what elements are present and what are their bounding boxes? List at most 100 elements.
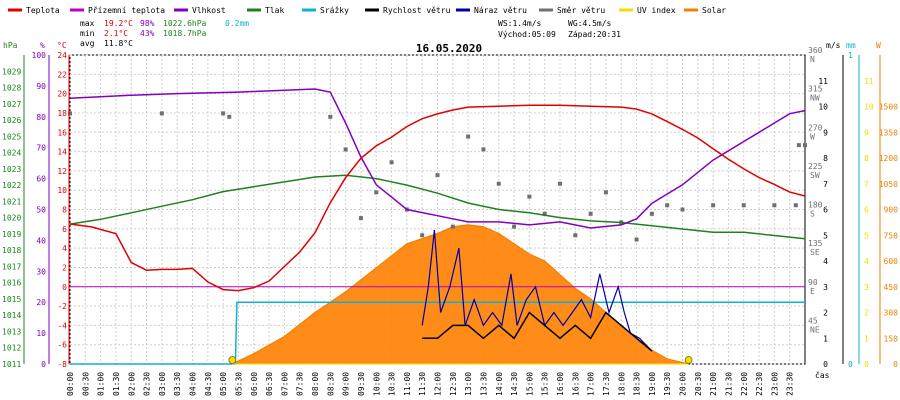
pressure-tick-label: 1028 — [2, 84, 21, 93]
solar-tick-label: 0 — [893, 360, 898, 369]
stat-min-press: 1018.7hPa — [163, 29, 207, 38]
pressure-tick-label: 1024 — [2, 149, 21, 158]
pressure-tick-label: 1027 — [2, 100, 21, 109]
solar-tick-label: 900 — [884, 206, 899, 215]
pressure-tick-label: 1021 — [2, 197, 21, 206]
wind-speed-tick-label: 2 — [823, 309, 828, 318]
time-tick-label: 18:30 — [633, 372, 642, 396]
uv-tick-label: 7 — [864, 180, 869, 189]
sunset-marker — [684, 356, 693, 364]
time-tick-label: 19:30 — [663, 372, 672, 396]
wind-dir-tick-label: 315 — [808, 85, 823, 94]
time-tick-label: 22:00 — [740, 372, 749, 396]
time-tick-label: 02:30 — [143, 372, 152, 396]
temp-tick-label: 16 — [57, 128, 67, 137]
time-tick-label: 13:00 — [464, 372, 473, 396]
humidity-tick-label: 70 — [36, 144, 46, 153]
wind-direction-point — [221, 111, 226, 116]
stat-min-hum: 43% — [140, 29, 155, 38]
x-axis-unit: čas — [815, 370, 830, 380]
wind-direction-point — [603, 190, 608, 195]
stat-max-temp: 19.2°C — [104, 19, 133, 28]
wind-direction-point — [328, 114, 333, 119]
time-tick-label: 20:00 — [679, 372, 688, 396]
stat-avg-temp: 11.8°C — [104, 39, 133, 48]
humidity-line — [69, 88, 806, 229]
time-tick-label: 18:00 — [617, 372, 626, 396]
pressure-tick-label: 1016 — [2, 279, 21, 288]
temp-tick-label: 4 — [62, 244, 67, 253]
stat-min-temp: 2.1°C — [104, 29, 128, 38]
pressure-tick-label: 1017 — [2, 262, 21, 271]
wind-direction-point — [573, 233, 578, 238]
wind-direction-point — [796, 143, 801, 148]
time-tick-label: 05:00 — [219, 372, 228, 396]
rain-line — [70, 301, 805, 365]
time-tick-label: 02:00 — [127, 372, 136, 396]
wind-dir-compass-label: SE — [810, 248, 820, 257]
humidity-tick-label: 20 — [36, 298, 46, 307]
solar-tick-label: 300 — [884, 309, 899, 318]
wind-direction-point — [496, 181, 501, 186]
wind-dir-tick-label: 360 — [808, 46, 823, 55]
humidity-tick-label: 10 — [36, 329, 46, 338]
uv-tick-label: 10 — [864, 103, 874, 112]
pressure-tick-label: 1013 — [2, 327, 21, 336]
wind-speed-tick-label: 6 — [823, 206, 828, 215]
temperature-unit: °C — [57, 41, 67, 50]
chart-axes: -8-6-4-202468101214161820222401020304050… — [2, 41, 898, 396]
time-tick-label: 22:30 — [755, 372, 764, 396]
time-tick-label: 09:30 — [357, 372, 366, 396]
temp-tick-label: 14 — [57, 148, 67, 157]
wind-direction-point — [68, 111, 72, 116]
solar-tick-label: 1200 — [879, 154, 898, 163]
humidity-unit: % — [40, 41, 45, 50]
humidity-tick-label: 30 — [36, 267, 46, 276]
time-tick-label: 07:00 — [280, 372, 289, 396]
legend-label: Směr větru — [557, 6, 605, 15]
legend-label: Srážky — [320, 6, 349, 15]
pressure-unit: hPa — [3, 41, 18, 50]
wind-direction-point — [634, 237, 639, 242]
series-lines — [68, 88, 807, 365]
pressure-tick-label: 1015 — [2, 295, 21, 304]
uv-tick-label: 11 — [864, 77, 874, 86]
wind-speed-tick-label: 9 — [823, 128, 828, 137]
pressure-tick-label: 1020 — [2, 214, 21, 223]
legend-label: Teplota — [26, 6, 60, 15]
wind-direction-point — [711, 203, 716, 208]
solar-tick-label: 150 — [884, 334, 899, 343]
wind-speed-tick-label: 1 — [823, 334, 828, 343]
time-tick-label: 14:00 — [495, 372, 504, 396]
chart-info: max 19.2°C 98% 1022.6hPa 0.2mm min 2.1°C… — [80, 19, 830, 380]
temperature-line — [69, 104, 806, 292]
wind-speed-avg: WS:1.4m/s — [498, 19, 542, 28]
wind-speed-tick-label: 0 — [823, 360, 828, 369]
time-tick-label: 03:30 — [173, 372, 182, 396]
wind-speed-tick-label: 4 — [823, 257, 828, 266]
legend-label: Náraz větru — [474, 6, 527, 15]
humidity-tick-label: 100 — [32, 51, 47, 60]
wind-direction-point — [466, 134, 471, 139]
wind-direction-point — [588, 211, 593, 216]
uv-tick-label: 2 — [864, 309, 869, 318]
wind-dir-compass-label: SW — [810, 171, 820, 180]
wind-dir-compass-label: E — [810, 287, 815, 296]
pressure-tick-label: 1029 — [2, 67, 21, 76]
wind-direction-point — [358, 216, 363, 221]
temp-tick-label: 0 — [62, 283, 67, 292]
time-tick-label: 10:00 — [372, 372, 381, 396]
legend-label: Vlhkost — [192, 6, 226, 15]
pressure-tick-label: 1019 — [2, 230, 21, 239]
time-tick-label: 10:30 — [388, 372, 397, 396]
time-tick-label: 07:30 — [296, 372, 305, 396]
humidity-tick-label: 90 — [36, 82, 46, 91]
humidity-tick-label: 40 — [36, 236, 46, 245]
rain-tick-label: 1 — [848, 51, 853, 60]
time-tick-label: 15:00 — [525, 372, 534, 396]
wind-gust-avg: WG:4.5m/s — [568, 19, 612, 28]
sunrise-marker — [228, 356, 237, 364]
time-tick-label: 14:30 — [510, 372, 519, 396]
rain-tick-label: 0 — [848, 360, 853, 369]
